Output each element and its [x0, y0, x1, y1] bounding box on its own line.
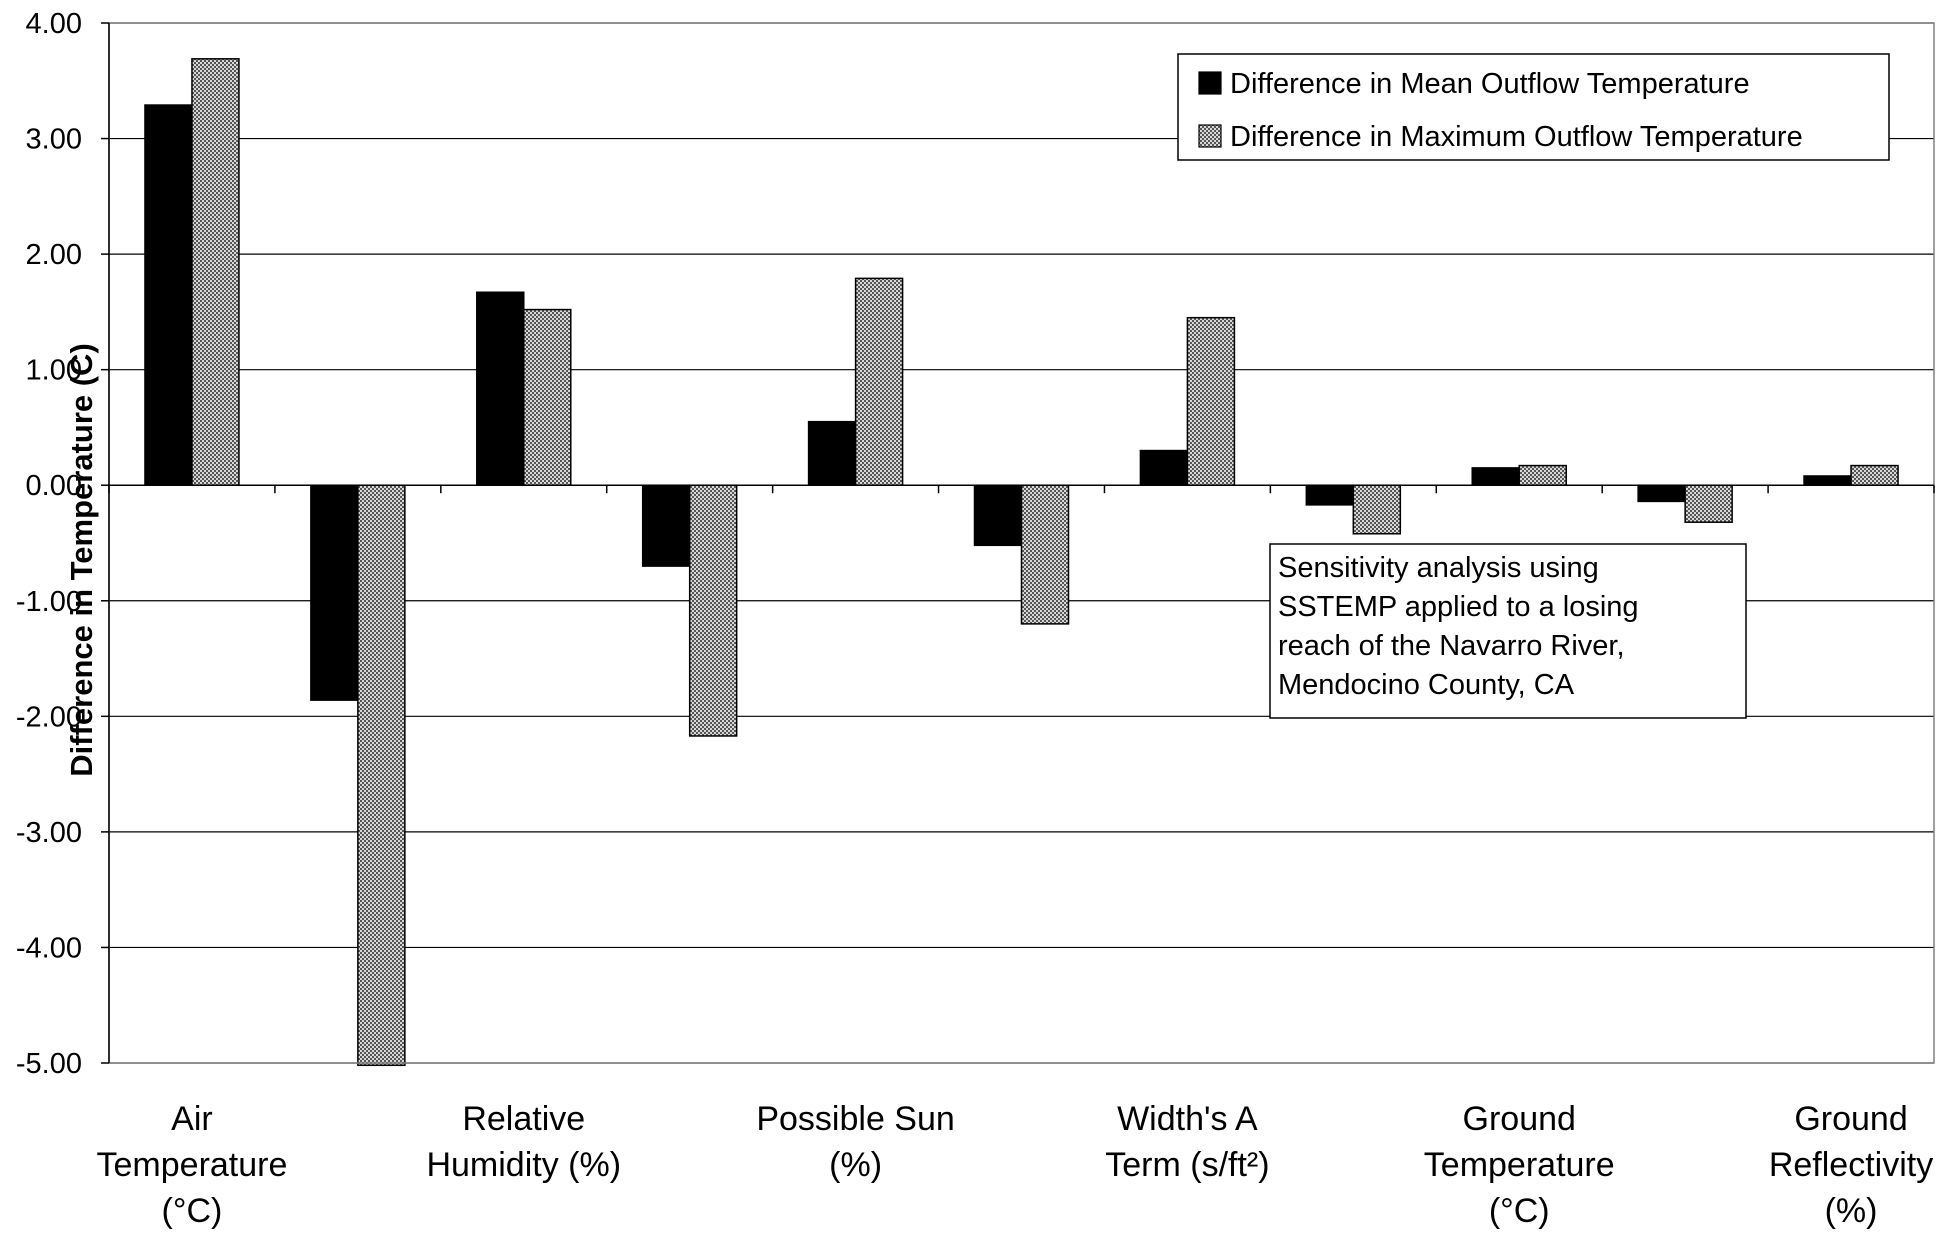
legend-label-mean: Difference in Mean Outflow Temperature	[1230, 68, 1750, 100]
legend-swatch-max	[1198, 124, 1222, 148]
axes	[101, 22, 1935, 1064]
legend-box	[1177, 53, 1890, 161]
category-label: Ground Temperature (°C)	[1424, 1100, 1615, 1230]
bar-max	[523, 308, 572, 486]
legend-swatch-mean	[1198, 71, 1222, 95]
bar-mean	[476, 291, 525, 486]
bar-max	[1352, 484, 1402, 535]
bar-max	[1850, 464, 1899, 486]
bar-max	[854, 277, 904, 486]
legend: Difference in Mean Outflow Temperature Di…	[1177, 53, 1890, 161]
bar-max	[1518, 464, 1567, 486]
y-tick-label: 4.00	[26, 8, 82, 40]
annotation-line: Mendocino County, CA	[1278, 669, 1575, 701]
annotation-box: Sensitivity analysis using SSTEMP applied…	[1269, 543, 1747, 719]
bar-max	[688, 484, 738, 737]
legend-label-max: Difference in Maximum Outflow Temperatur…	[1230, 121, 1803, 153]
y-tick-label: 0.00	[26, 470, 82, 502]
bar-mean	[144, 104, 193, 486]
annotation-frame	[1269, 543, 1747, 719]
bar-max	[1020, 484, 1070, 625]
bar-max	[1684, 484, 1733, 523]
bar-mean	[1637, 484, 1686, 503]
annotation-line: SSTEMP applied to a losing	[1278, 591, 1639, 623]
bar-max	[357, 484, 406, 1067]
category-label: Possible Sun (%)	[756, 1100, 954, 1184]
annotation-line: Sensitivity analysis using	[1278, 552, 1599, 584]
y-tick-label: -2.00	[16, 701, 82, 733]
y-tick-label: -4.00	[16, 932, 82, 964]
bar-mean	[973, 484, 1023, 547]
bar-mean	[1471, 467, 1520, 486]
y-axis-label: Difference in Temperature (C)	[64, 343, 99, 777]
y-tick-labels: 4.00 3.00 2.00 1.00 0.00 -1.00 -2.00 -3.00 -4.00…	[16, 8, 82, 1080]
bar-max	[191, 58, 240, 486]
category-label: Air Temperature (°C)	[97, 1100, 288, 1230]
bar-mean	[641, 484, 691, 567]
bars	[144, 58, 1899, 1067]
bar-mean	[310, 484, 359, 701]
category-labels: Air Temperature (°C) Relative Humidity (%) Po…	[97, 1100, 1934, 1230]
bar-mean	[1305, 484, 1355, 506]
category-label: Width's A Term (s/ft²)	[1105, 1100, 1269, 1184]
bar-mean	[1803, 475, 1852, 486]
annotation-line: reach of the Navarro River,	[1278, 630, 1625, 662]
bar-max	[1186, 316, 1236, 486]
y-tick-label: -3.00	[16, 817, 82, 849]
category-label: Relative Humidity (%)	[426, 1100, 621, 1184]
y-tick-label: 2.00	[26, 239, 82, 271]
y-tick-label: 3.00	[26, 124, 82, 156]
y-tick-label: 1.00	[26, 355, 82, 387]
category-label: Ground Reflectivity (%)	[1769, 1100, 1933, 1230]
y-tick-label: -1.00	[16, 586, 82, 618]
bar-mean	[1139, 449, 1189, 486]
bar-mean	[807, 420, 857, 486]
y-tick-label: -5.00	[16, 1048, 82, 1080]
